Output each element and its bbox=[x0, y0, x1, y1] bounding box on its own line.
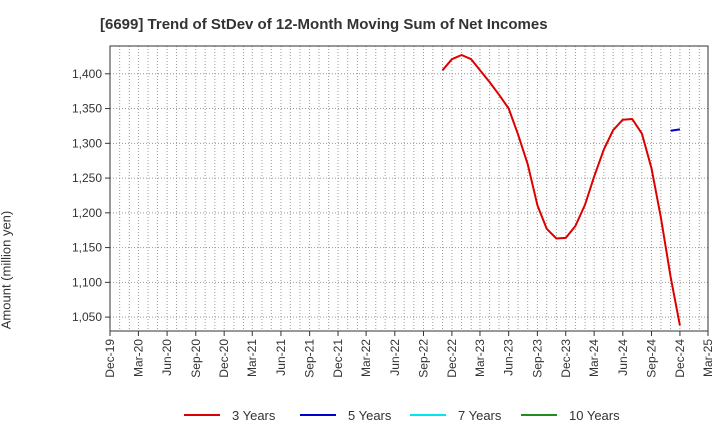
legend-label: 5 Years bbox=[348, 407, 392, 423]
y-tick-label: 1,150 bbox=[72, 241, 102, 255]
x-tick-label: Mar-24 bbox=[587, 339, 601, 377]
legend-item-3-years: 3 Years bbox=[184, 405, 275, 425]
chart-title: [6699] Trend of StDev of 12-Month Moving… bbox=[100, 16, 548, 33]
y-tick-label: 1,300 bbox=[72, 136, 102, 150]
legend-item-10-years: 10 Years bbox=[521, 405, 620, 425]
legend-label: 10 Years bbox=[569, 407, 620, 423]
x-tick-label: Dec-21 bbox=[331, 339, 345, 378]
x-tick-label: Sep-23 bbox=[530, 339, 544, 378]
x-tick-label: Dec-24 bbox=[673, 339, 687, 378]
x-tick-label: Mar-23 bbox=[473, 339, 487, 377]
legend-item-7-years: 7 Years bbox=[410, 405, 501, 425]
x-tick-label: Mar-25 bbox=[701, 339, 715, 377]
y-tick-label: 1,100 bbox=[72, 275, 102, 289]
x-tick-label: Dec-23 bbox=[559, 339, 573, 378]
plot-area-border bbox=[109, 45, 709, 332]
x-tick-label: Sep-20 bbox=[189, 339, 203, 378]
legend-label: 3 Years bbox=[232, 407, 276, 423]
legend-swatch-5-years bbox=[300, 414, 336, 416]
x-tick-label: Mar-21 bbox=[245, 339, 259, 377]
x-tick-label: Jun-23 bbox=[502, 339, 516, 376]
legend-swatch-10-years bbox=[521, 414, 557, 416]
x-tick-label: Jun-20 bbox=[160, 339, 174, 376]
x-tick-label: Dec-20 bbox=[217, 339, 231, 378]
legend: 3 Years 5 Years 7 Years 10 Years bbox=[0, 405, 720, 425]
y-tick-label: 1,050 bbox=[72, 310, 102, 324]
y-tick-label: 1,350 bbox=[72, 102, 102, 116]
x-tick-label: Sep-24 bbox=[645, 339, 659, 378]
x-tick-label: Jun-22 bbox=[388, 339, 402, 376]
x-tick-label: Sep-21 bbox=[303, 339, 317, 378]
legend-item-5-years: 5 Years bbox=[300, 405, 391, 425]
legend-swatch-3-years bbox=[184, 414, 220, 416]
legend-label: 7 Years bbox=[458, 407, 502, 423]
x-tick-label: Mar-20 bbox=[131, 339, 145, 377]
x-tick-label: Dec-19 bbox=[103, 339, 117, 378]
x-tick-label: Jun-24 bbox=[616, 339, 630, 376]
y-tick-label: 1,200 bbox=[72, 206, 102, 220]
y-tick-label: 1,400 bbox=[72, 67, 102, 81]
x-tick-label: Dec-22 bbox=[445, 339, 459, 378]
y-tick-label: 1,250 bbox=[72, 171, 102, 185]
x-tick-label: Sep-22 bbox=[417, 339, 431, 378]
series-line-5-years bbox=[670, 128, 681, 132]
x-tick-label: Mar-22 bbox=[359, 339, 373, 377]
series-line-3-years bbox=[441, 54, 681, 326]
x-tick-label: Jun-21 bbox=[274, 339, 288, 376]
legend-swatch-7-years bbox=[410, 414, 446, 416]
